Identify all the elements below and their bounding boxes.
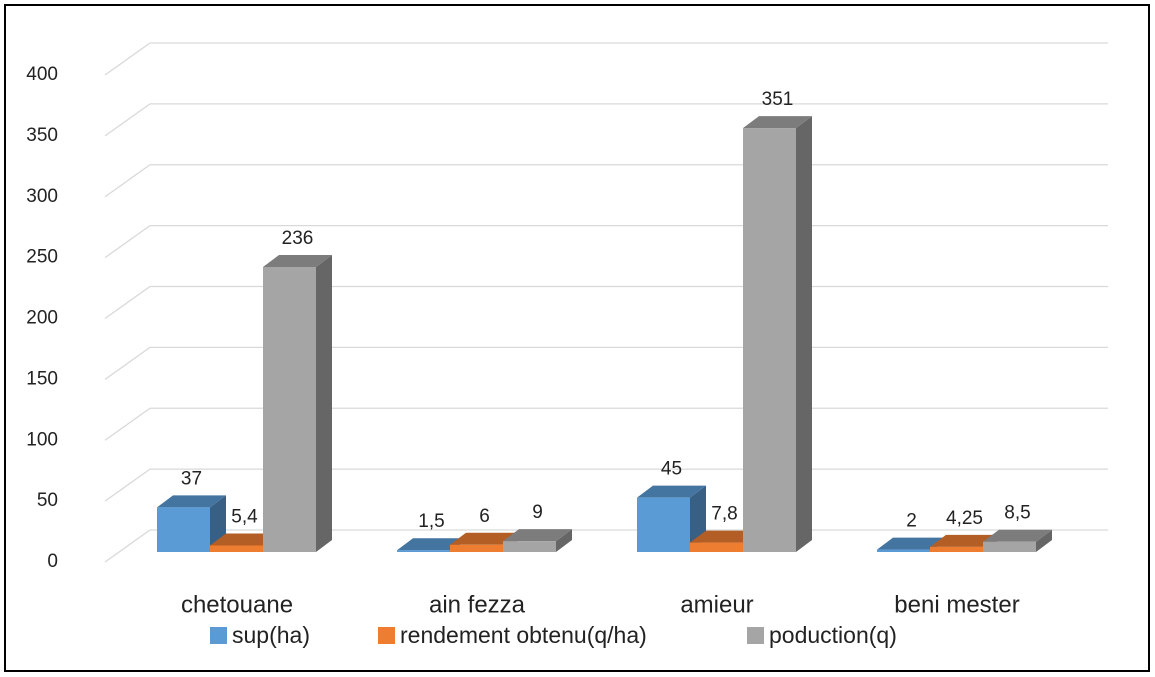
data-label: 45 — [661, 459, 682, 480]
grid-line — [104, 468, 151, 502]
bar-top — [263, 254, 332, 267]
y-tick-label: 100 — [26, 429, 58, 450]
data-label: 236 — [282, 228, 314, 249]
data-label: 351 — [762, 89, 794, 110]
bar-top — [930, 534, 999, 547]
bar-top — [157, 495, 226, 508]
y-tick-label: 400 — [26, 64, 58, 85]
y-tick-label: 300 — [26, 186, 58, 207]
grid-line — [104, 407, 151, 441]
x-tick-label: ain fezza — [429, 591, 526, 618]
bar-front — [397, 550, 450, 552]
y-tick-label: 250 — [26, 247, 58, 268]
chart-border — [4, 4, 1150, 672]
bar-top — [690, 530, 759, 543]
data-label: 6 — [479, 506, 490, 527]
bar-front — [157, 507, 210, 552]
grid-line — [104, 164, 151, 198]
y-tick-label: 350 — [26, 125, 58, 146]
data-label: 4,25 — [946, 508, 983, 529]
y-tick-label: 150 — [26, 368, 58, 389]
bar-top — [210, 533, 279, 546]
bar-front — [743, 128, 796, 552]
x-tick-label: chetouane — [181, 591, 293, 618]
bar-front — [637, 497, 690, 552]
legend-swatch — [378, 627, 395, 644]
y-tick-label: 50 — [37, 490, 58, 511]
bar-front — [983, 541, 1036, 552]
bar-front — [877, 549, 930, 552]
data-label: 37 — [181, 468, 202, 489]
legend-swatch — [747, 627, 764, 644]
data-label: 9 — [532, 502, 543, 523]
bar — [743, 116, 812, 553]
bar-front — [210, 545, 263, 552]
legend-label: rendement obtenu(q/ha) — [400, 622, 647, 648]
grid-line — [104, 346, 151, 380]
bar — [503, 529, 572, 552]
bar-front — [930, 546, 983, 552]
grid-line — [104, 42, 151, 76]
bar-top — [637, 485, 706, 498]
bar-side — [796, 116, 812, 553]
y-tick-label: 200 — [26, 308, 58, 329]
bar-side — [1036, 529, 1052, 552]
bar-side — [556, 529, 572, 552]
bar-front — [263, 266, 316, 552]
legend-label: sup(ha) — [232, 622, 310, 648]
grid-line — [104, 103, 151, 137]
bar-top — [983, 529, 1052, 542]
grid-line — [104, 225, 151, 259]
bar-front — [450, 544, 503, 552]
legend-swatch — [210, 627, 227, 644]
bar — [263, 254, 332, 553]
legend-label: poduction(q) — [769, 622, 897, 648]
grid-line — [104, 285, 151, 320]
data-label: 1,5 — [418, 511, 444, 532]
x-tick-label: beni mester — [894, 591, 1019, 618]
grid-line — [104, 529, 151, 563]
data-label: 2 — [906, 511, 917, 532]
data-label: 8,5 — [1004, 503, 1030, 524]
bar-front — [503, 541, 556, 552]
bar-top — [503, 529, 572, 542]
bar-side — [316, 254, 332, 553]
bar — [157, 495, 226, 552]
bar-top — [450, 532, 519, 545]
bar-top — [743, 116, 812, 129]
data-label: 5,4 — [231, 506, 258, 527]
bar — [983, 529, 1052, 552]
bar-front — [690, 542, 743, 552]
data-label: 7,8 — [711, 504, 737, 525]
bar-top — [397, 538, 466, 551]
bar-top — [877, 537, 946, 550]
y-tick-label: 0 — [47, 551, 58, 572]
x-tick-label: amieur — [680, 591, 753, 618]
